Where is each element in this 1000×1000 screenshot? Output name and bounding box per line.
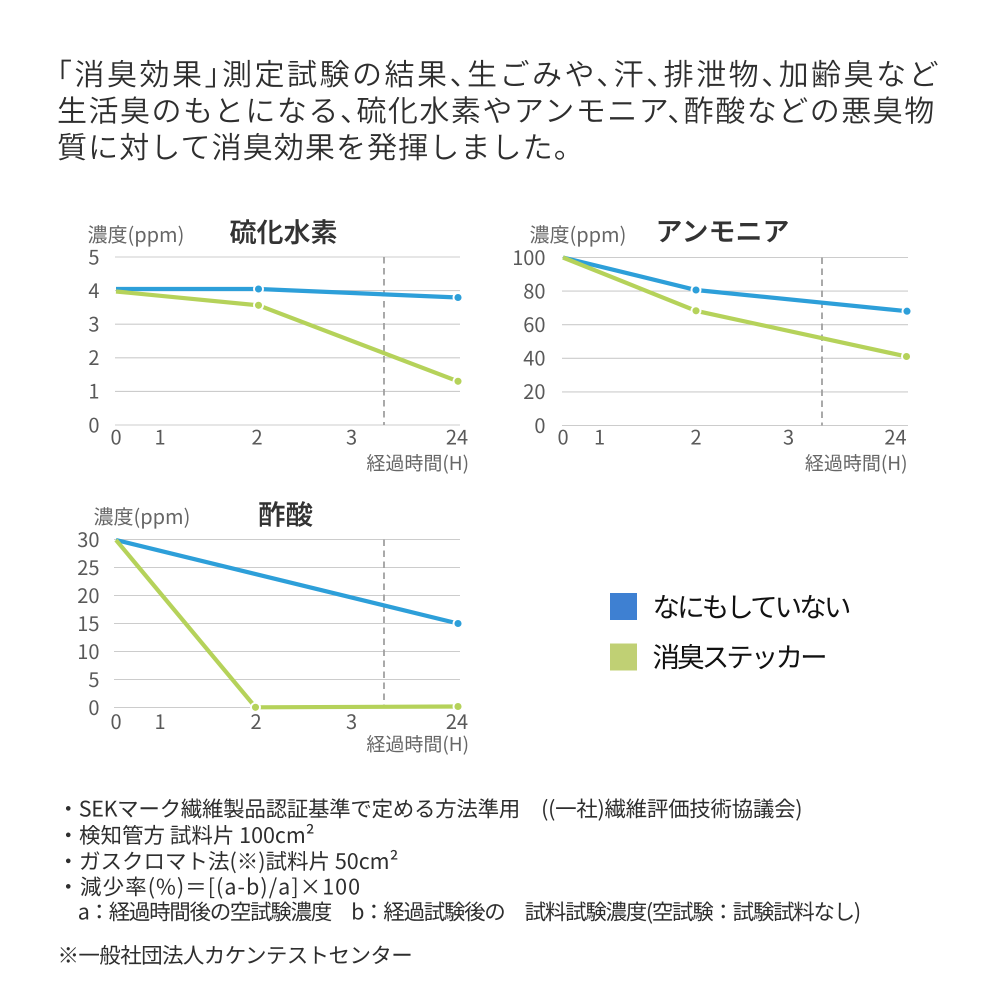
svg-text:濃度(ppm): 濃度(ppm) [94, 501, 191, 530]
svg-text:質に対して消臭効果を発揮しました。: 質に対して消臭効果を発揮しました。 [57, 123, 570, 167]
svg-text:3: 3 [346, 422, 357, 451]
svg-text:24: 24 [884, 422, 906, 451]
svg-text:0: 0 [88, 409, 99, 438]
svg-text:なにもしていない: なにもしていない [653, 585, 850, 625]
svg-text:a：経過時間後の空試験濃度 b：経過試験後の 試料試験濃度(: a：経過時間後の空試験濃度 b：経過試験後の 試料試験濃度(空試験：試験試料なし… [58, 896, 860, 927]
svg-text:5: 5 [88, 241, 99, 270]
svg-text:2: 2 [250, 706, 261, 735]
svg-text:4: 4 [88, 275, 99, 304]
svg-text:※一般社団法人カケンテストセンター: ※一般社団法人カケンテストセンター [58, 939, 413, 970]
svg-text:「消臭効果」測定試験の結果、生ごみや、汗、排泄物、加齢臭など: 「消臭効果」測定試験の結果、生ごみや、汗、排泄物、加齢臭など [57, 50, 941, 94]
svg-text:消臭ステッカー: 消臭ステッカー [653, 635, 826, 675]
svg-text:80: 80 [523, 275, 545, 304]
svg-text:濃度(ppm): 濃度(ppm) [88, 219, 185, 248]
svg-text:2: 2 [251, 422, 262, 451]
svg-text:2: 2 [690, 422, 701, 451]
svg-text:1: 1 [88, 376, 99, 405]
svg-text:0: 0 [110, 422, 121, 451]
svg-text:0: 0 [110, 706, 121, 735]
svg-text:3: 3 [88, 309, 99, 338]
svg-text:硫化水素: 硫化水素 [230, 211, 338, 250]
svg-text:1: 1 [154, 422, 165, 451]
svg-text:経過時間(H): 経過時間(H) [366, 449, 469, 476]
svg-text:0: 0 [557, 422, 568, 451]
svg-text:20: 20 [77, 580, 99, 609]
svg-text:アンモニア: アンモニア [656, 210, 790, 249]
svg-text:・検知管方 試料片 100cm²: ・検知管方 試料片 100cm² [58, 819, 315, 850]
svg-text:20: 20 [523, 376, 545, 405]
svg-text:25: 25 [77, 552, 99, 581]
svg-text:・SEKマーク繊維製品認証基準で定める方法準用 ((一社)繊: ・SEKマーク繊維製品認証基準で定める方法準用 ((一社)繊維評価技術協議会) [58, 793, 803, 824]
svg-text:100: 100 [512, 242, 545, 271]
svg-text:15: 15 [77, 608, 99, 637]
svg-text:40: 40 [523, 343, 545, 372]
svg-text:5: 5 [88, 664, 99, 693]
svg-text:1: 1 [154, 706, 165, 735]
svg-text:3: 3 [346, 706, 357, 735]
svg-text:・ガスクロマト法(※)試料片 50cm²: ・ガスクロマト法(※)試料片 50cm² [58, 845, 399, 876]
svg-text:2: 2 [88, 342, 99, 371]
svg-text:24: 24 [446, 706, 468, 735]
svg-text:経過時間(H): 経過時間(H) [366, 730, 469, 757]
svg-text:0: 0 [88, 692, 99, 721]
svg-text:10: 10 [77, 636, 99, 665]
svg-text:・減少率(%)＝[(a-b)/a]×100: ・減少率(%)＝[(a-b)/a]×100 [58, 871, 362, 902]
svg-text:濃度(ppm): 濃度(ppm) [530, 219, 627, 248]
svg-text:24: 24 [446, 422, 468, 451]
svg-text:0: 0 [534, 410, 545, 439]
svg-text:経過時間(H): 経過時間(H) [805, 449, 908, 476]
svg-text:60: 60 [523, 309, 545, 338]
svg-text:1: 1 [594, 422, 605, 451]
svg-text:酢酸: 酢酸 [258, 492, 313, 532]
svg-text:生活臭のもとになる、硫化水素やアンモニア、酢酸などの悪臭物: 生活臭のもとになる、硫化水素やアンモニア、酢酸などの悪臭物 [57, 87, 936, 131]
svg-text:3: 3 [783, 422, 794, 451]
svg-text:30: 30 [77, 524, 99, 553]
